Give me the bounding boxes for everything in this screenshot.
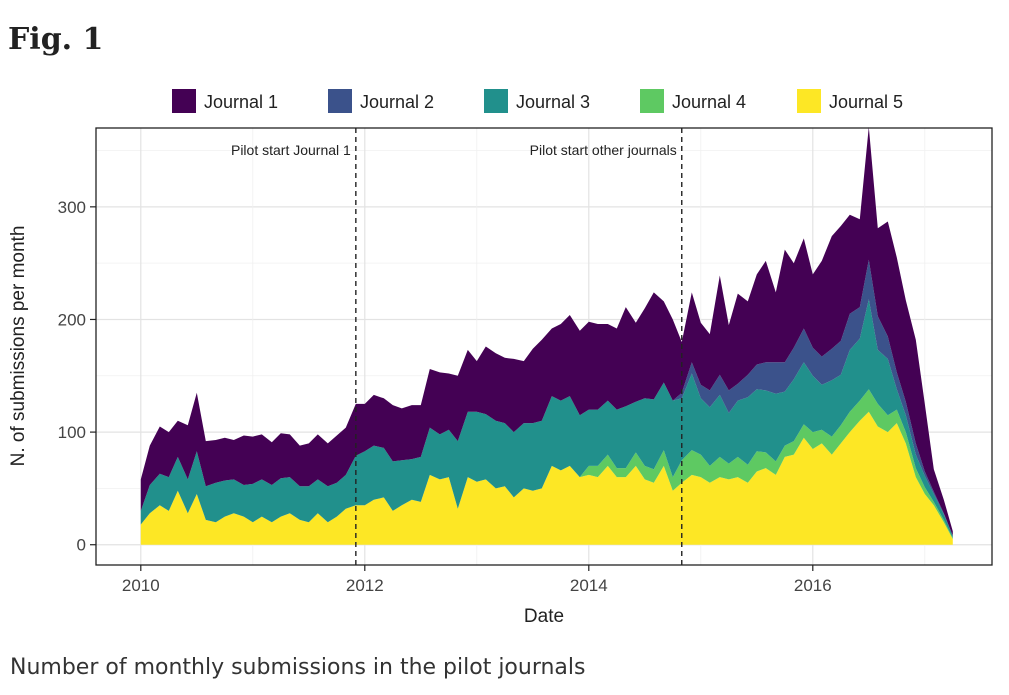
area-journal-1 [140, 126, 953, 536]
x-axis: 2010 2012 2014 2016 [122, 565, 832, 595]
x-tick-label: 2010 [122, 576, 160, 595]
y-tick-label: 100 [58, 423, 86, 442]
stacked-area-chart: Journal 1 Journal 2 Journal 3 Journal 4 Jour… [8, 89, 993, 627]
legend-label-journal-2: Journal 2 [360, 92, 434, 112]
annotation-label-1: Pilot start Journal 1 [231, 142, 351, 158]
area-journal-5 [140, 411, 953, 545]
legend-swatch-journal-1 [172, 89, 196, 113]
y-axis: 0 100 200 300 [58, 198, 96, 555]
areas [140, 126, 953, 545]
legend-swatch-journal-2 [328, 89, 352, 113]
x-tick-label: 2012 [346, 576, 384, 595]
plot-border [95, 127, 993, 566]
legend: Journal 1 Journal 2 Journal 3 Journal 4 Jour… [172, 89, 903, 113]
annotations: Pilot start Journal 1 Pilot start other j… [231, 128, 683, 565]
legend-label-journal-4: Journal 4 [672, 92, 746, 112]
x-tick-label: 2014 [570, 576, 608, 595]
legend-label-journal-3: Journal 3 [516, 92, 590, 112]
legend-label-journal-1: Journal 1 [204, 92, 278, 112]
y-axis-title: N. of submissions per month [8, 226, 29, 467]
annotation-label-2: Pilot start other journals [530, 142, 677, 158]
x-axis-title: Date [524, 606, 564, 627]
legend-label-journal-5: Journal 5 [829, 92, 903, 112]
legend-swatch-journal-5 [797, 89, 821, 113]
y-tick-label: 200 [58, 310, 86, 329]
y-tick-label: 300 [58, 198, 86, 217]
area-journal-2 [140, 259, 953, 536]
legend-swatch-journal-3 [484, 89, 508, 113]
y-tick-label: 0 [77, 536, 86, 555]
area-journal-3 [140, 299, 953, 538]
x-tick-label: 2016 [794, 576, 832, 595]
area-journal-4 [140, 389, 953, 540]
figure-label: Fig. 1 [8, 22, 104, 57]
figure-caption: Number of monthly submissions in the pil… [10, 655, 586, 680]
legend-swatch-journal-4 [640, 89, 664, 113]
